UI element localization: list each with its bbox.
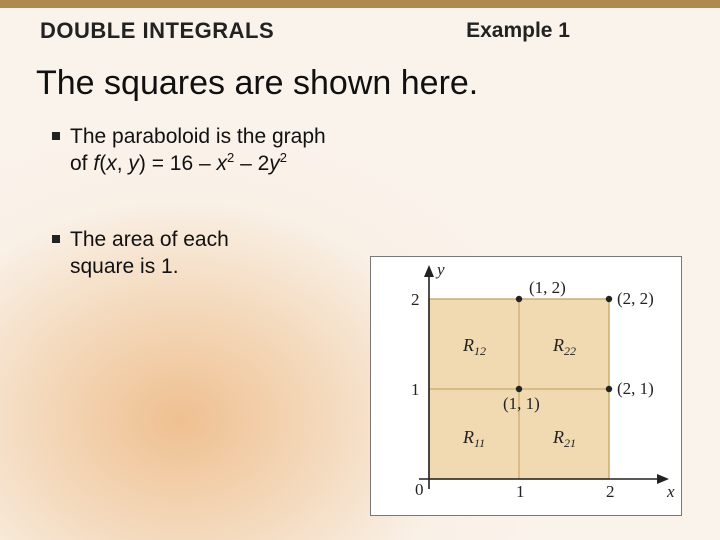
point-1-1 xyxy=(516,386,522,392)
origin-label: 0 xyxy=(415,480,424,499)
bullet-2-line2: square is 1. xyxy=(70,255,179,278)
grid-diagram: 0 1 2 1 2 x y (1, 1) (1, 2) (2, 1) (2, 2… xyxy=(370,256,682,516)
y-axis-label: y xyxy=(435,260,445,279)
bullet-1-line1: The paraboloid is the graph xyxy=(70,125,326,148)
y-axis-arrow xyxy=(424,265,434,277)
point-2-2 xyxy=(606,296,612,302)
y-tick-1: 1 xyxy=(411,380,420,399)
page-title: The squares are shown here. xyxy=(0,50,720,123)
section-title: DOUBLE INTEGRALS xyxy=(40,18,274,44)
bullet-1-line2: of f(x, y) = 16 – x2 – 2y2 xyxy=(70,152,287,175)
label-1-2: (1, 2) xyxy=(529,278,566,297)
top-accent-bar xyxy=(0,0,720,8)
point-2-1 xyxy=(606,386,612,392)
label-1-1: (1, 1) xyxy=(503,394,540,413)
x-tick-2: 2 xyxy=(606,482,615,501)
label-2-1: (2, 1) xyxy=(617,379,654,398)
y-tick-2: 2 xyxy=(411,290,420,309)
example-label: Example 1 xyxy=(466,19,570,43)
bullet-2: The area of each square is 1. xyxy=(0,226,360,281)
header: DOUBLE INTEGRALS Example 1 xyxy=(0,8,720,50)
bullet-2-line1: The area of each xyxy=(70,228,229,251)
label-2-2: (2, 2) xyxy=(617,289,654,308)
bullet-1: The paraboloid is the graph of f(x, y) =… xyxy=(0,123,600,178)
x-tick-1: 1 xyxy=(516,482,525,501)
point-1-2 xyxy=(516,296,522,302)
x-axis-label: x xyxy=(666,482,675,501)
